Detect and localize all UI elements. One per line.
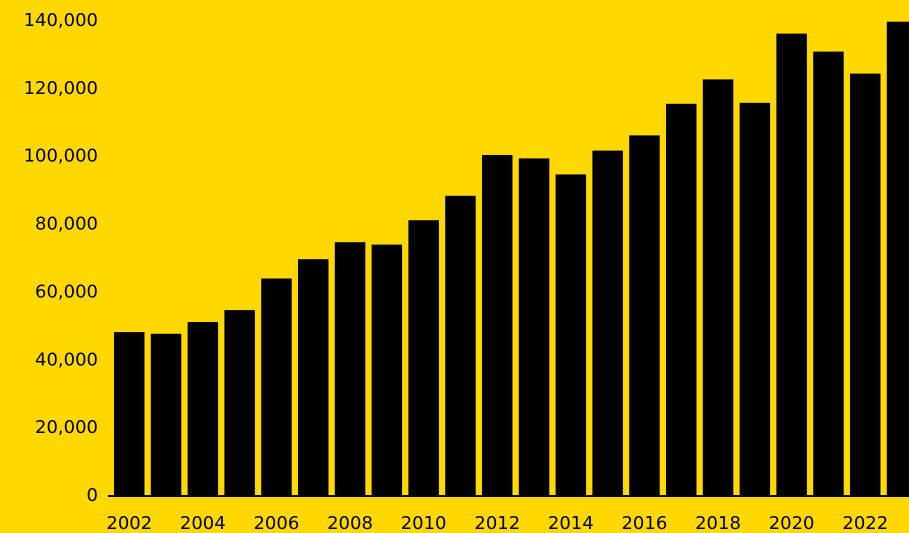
bar-2012 [482,155,513,495]
bar-2022 [850,73,881,495]
y-tick-label: 40,000 [35,349,98,370]
x-tick-label: 2014 [548,513,594,533]
y-axis-tick-labels: 0 20,000 40,000 60,000 80,000 100,000 120,000 1… [24,10,98,506]
x-tick-label: 2018 [695,513,741,533]
x-tick-label: 2020 [769,513,815,533]
x-tick-label: 2006 [253,513,299,533]
bar-2021 [813,51,844,495]
bar-2009 [371,244,403,495]
y-tick-label: 140,000 [24,10,98,31]
bar-2016 [629,135,660,495]
bar-2011 [445,195,476,496]
y-tick-label: 60,000 [35,281,98,302]
bar-2013 [518,158,550,495]
bar-2010 [408,220,439,495]
bar-2007 [298,259,329,495]
x-tick-label: 2016 [621,513,667,533]
y-tick-label: 0 [87,485,98,506]
x-tick-label: 2002 [106,513,152,533]
y-tick-label: 80,000 [35,214,98,235]
bar-2015 [592,150,623,495]
bar-2005 [224,310,255,495]
y-tick-label: 100,000 [24,146,98,167]
bar-2023 [886,21,909,495]
bar-2020 [776,33,807,495]
bar-2003 [150,333,182,495]
x-tick-label: 2008 [327,513,373,533]
bar-2006 [261,278,292,495]
bar-2002 [114,332,145,495]
x-tick-label: 2010 [401,513,447,533]
x-tick-label: 2022 [842,513,888,533]
bar-2014 [555,174,587,495]
y-tick-label: 120,000 [24,78,98,99]
bar-2019 [739,102,771,496]
bar-2018 [702,79,734,496]
bar-2017 [666,103,697,496]
bar-2004 [187,322,219,495]
x-tick-label: 2012 [474,513,520,533]
x-axis-tick-labels: 2002 2004 2006 2008 2010 2012 2014 2016 2018 2020… [106,513,888,533]
bar-2008 [334,242,366,495]
y-tick-label: 20,000 [35,417,98,438]
bars-group [114,21,909,496]
x-tick-label: 2004 [180,513,226,533]
